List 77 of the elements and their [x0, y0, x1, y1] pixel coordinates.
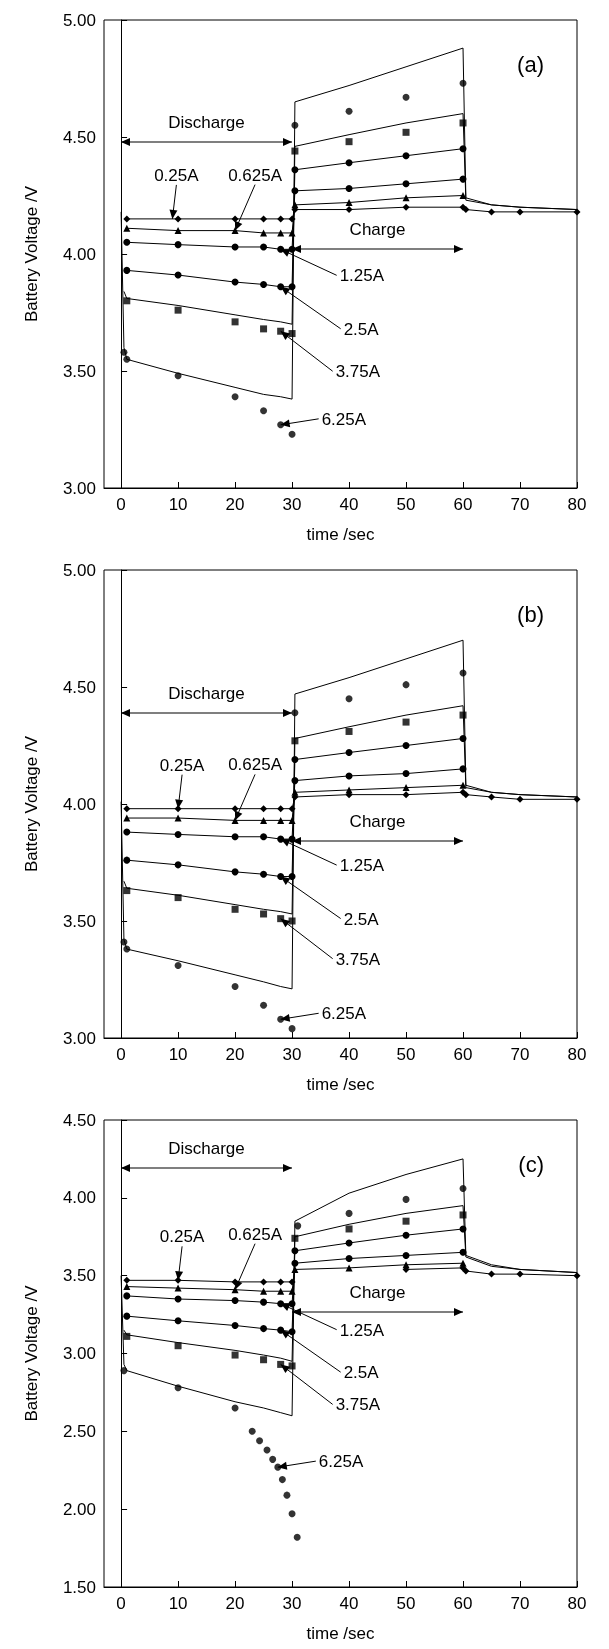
y-axis-title: Battery Voltage /V — [22, 1284, 41, 1422]
annotation: 2.5A — [343, 909, 380, 929]
annotation: 0.25A — [159, 755, 205, 775]
annotation: 3.75A — [335, 1395, 381, 1415]
x-tick-label: 70 — [510, 495, 530, 514]
annotation: Discharge — [168, 1139, 245, 1158]
x-tick-label: 60 — [453, 495, 473, 514]
x-tick-label: 60 — [453, 1594, 473, 1613]
y-tick-label: 1.50 — [62, 1577, 96, 1597]
y-tick-label: 4.00 — [62, 244, 96, 264]
x-tick-label: 20 — [225, 1594, 245, 1613]
y-tick-label: 5.00 — [62, 560, 96, 580]
annotation: 6.25A — [321, 1004, 367, 1024]
annotation: 1.25A — [339, 266, 385, 286]
y-tick-label: 3.00 — [62, 1344, 96, 1363]
y-tick-label: 4.50 — [62, 127, 96, 147]
x-tick-label: 20 — [225, 1045, 245, 1064]
annotation: Charge — [349, 220, 406, 239]
x-tick-label: 30 — [282, 1594, 302, 1613]
x-tick-label: 0 — [116, 1594, 126, 1613]
annotation: 0.625A — [228, 755, 283, 775]
x-tick-label: 40 — [339, 1594, 359, 1613]
x-tick-label: 50 — [396, 1045, 416, 1064]
y-tick-label: 3.00 — [62, 478, 96, 498]
y-tick-label: 3.50 — [62, 911, 96, 931]
annotation: 6.25A — [318, 1452, 364, 1472]
annotation: 0.25A — [159, 1227, 205, 1247]
annotation: 2.5A — [343, 319, 380, 339]
annotation: Charge — [349, 812, 406, 831]
y-axis-title: Battery Voltage /V — [22, 185, 41, 323]
x-axis-title: time /sec — [306, 525, 375, 544]
y-tick-label: 5.00 — [62, 10, 96, 30]
x-tick-label: 10 — [168, 1045, 188, 1064]
x-tick-label: 30 — [282, 495, 302, 514]
annotation: 0.25A — [154, 165, 200, 185]
text: (b) — [517, 601, 544, 627]
annotation: 2.5A — [343, 1363, 380, 1383]
annotation: 0.625A — [228, 165, 283, 185]
y-tick-label: 4.50 — [62, 1110, 96, 1130]
annotation: Charge — [349, 1283, 406, 1302]
annotation: 3.75A — [335, 362, 381, 382]
x-tick-label: 0 — [116, 495, 126, 514]
x-tick-label: 50 — [396, 495, 416, 514]
y-tick-label: 4.00 — [62, 1188, 96, 1208]
x-tick-label: 60 — [453, 1045, 473, 1064]
y-tick-label: 4.00 — [62, 794, 96, 814]
text: (c) — [518, 1151, 544, 1177]
x-tick-label: 10 — [168, 495, 188, 514]
annotation: 1.25A — [339, 856, 385, 876]
x-tick-label: 20 — [225, 495, 245, 514]
x-tick-label: 10 — [168, 1594, 188, 1613]
y-tick-label: 3.50 — [62, 1266, 96, 1286]
y-tick-label: 3.00 — [62, 1028, 96, 1048]
x-tick-label: 40 — [339, 1045, 359, 1064]
x-tick-label: 80 — [567, 1045, 587, 1064]
y-tick-label: 4.50 — [62, 677, 96, 697]
y-tick-label: 2.00 — [62, 1499, 96, 1519]
annotation: Discharge — [168, 684, 245, 703]
x-tick-label: 80 — [567, 495, 587, 514]
x-tick-label: 40 — [339, 495, 359, 514]
text: (a) — [517, 51, 544, 77]
x-tick-label: 80 — [567, 1594, 587, 1613]
x-tick-label: 50 — [396, 1594, 416, 1613]
x-tick-label: 70 — [510, 1594, 530, 1613]
y-tick-label: 2.50 — [62, 1421, 96, 1441]
x-axis-title: time /sec — [306, 1624, 375, 1643]
annotation: 0.625A — [228, 1224, 283, 1244]
x-tick-label: 30 — [282, 1045, 302, 1064]
annotation: 1.25A — [339, 1320, 385, 1340]
x-tick-label: 70 — [510, 1045, 530, 1064]
annotation: 6.25A — [321, 409, 367, 429]
y-axis-title: Battery Voltage /V — [22, 735, 41, 873]
annotation: Discharge — [168, 113, 245, 132]
x-tick-label: 0 — [116, 1045, 126, 1064]
x-axis-title: time /sec — [306, 1075, 375, 1094]
annotation: 3.75A — [335, 949, 381, 969]
y-tick-label: 3.50 — [62, 361, 96, 381]
